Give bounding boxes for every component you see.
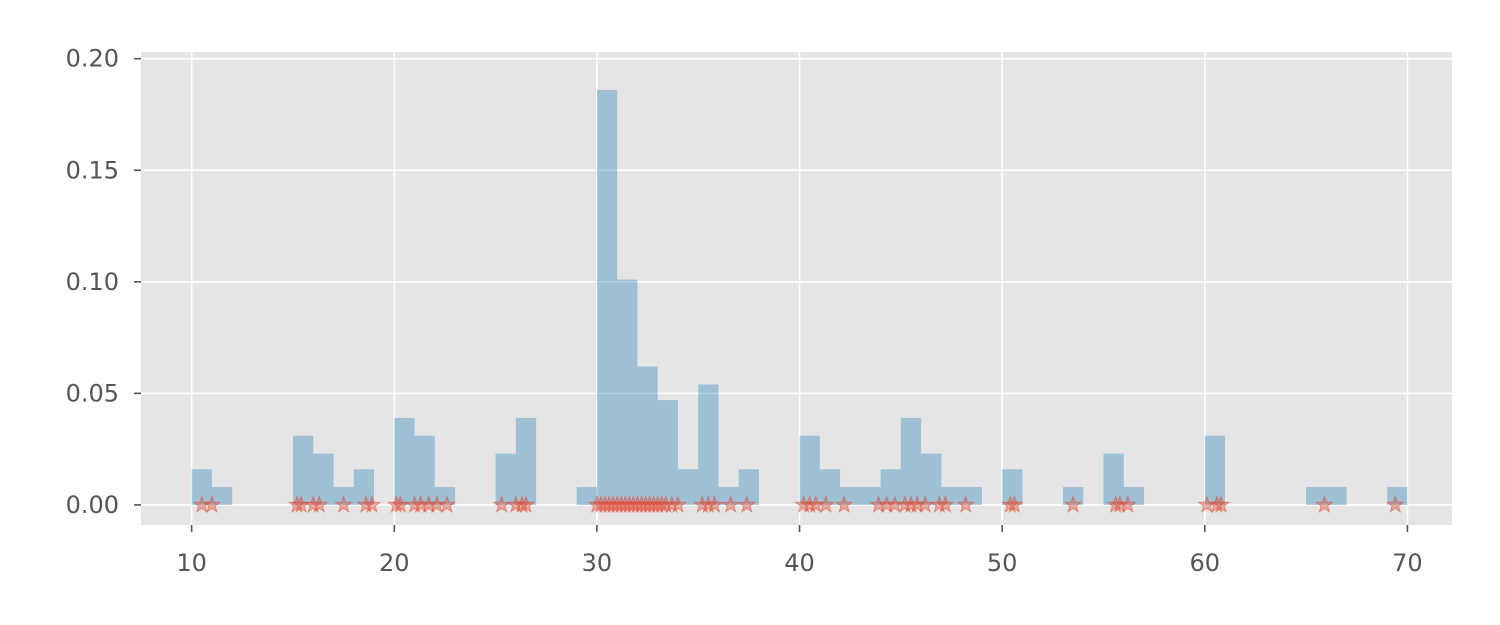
histogram-bars (191, 89, 1408, 505)
histogram-bar (617, 279, 638, 505)
y-tick-label: 0.10 (66, 268, 119, 296)
histogram-bar (718, 487, 739, 505)
rug-star-marker (721, 494, 741, 514)
x-tick-label: 70 (1392, 549, 1423, 577)
y-tick-label: 0.15 (66, 156, 119, 184)
histogram-bar (414, 435, 435, 505)
rug-star-marker (956, 494, 976, 514)
histogram-bar (880, 469, 901, 505)
histogram-bar (738, 469, 760, 505)
histogram-bar (191, 469, 212, 505)
histogram-bar (1387, 487, 1408, 505)
rug-star-marker (516, 494, 536, 514)
rug-star-marker (202, 494, 222, 514)
rug-star-marker (1211, 494, 1231, 514)
histogram-bar (596, 89, 618, 505)
histogram-bar (657, 400, 678, 505)
histogram-bar (353, 469, 375, 505)
histogram-bar (434, 487, 456, 505)
histogram-bar (495, 453, 516, 505)
histogram-bar (211, 487, 233, 505)
rug-star-marker (362, 494, 382, 514)
histogram-bar (313, 453, 334, 505)
x-tick-label: 20 (379, 549, 410, 577)
rug-star-marker (437, 494, 457, 514)
rug-star-marker (1063, 494, 1083, 514)
histogram-bar (1204, 435, 1226, 505)
histogram-bar (637, 366, 658, 505)
histogram-bar (900, 417, 922, 505)
histogram-bar (1002, 469, 1023, 505)
rug-star-marker (334, 494, 354, 514)
rug-star-marker (1385, 494, 1405, 514)
x-tick-label: 50 (987, 549, 1018, 577)
histogram-bar (394, 417, 415, 505)
histogram-bar (860, 487, 881, 505)
histogram-bar (677, 469, 699, 505)
grid-lines (141, 52, 1452, 525)
rug-star-marker (1004, 494, 1024, 514)
rug-star-marker (1118, 494, 1138, 514)
rug-star-marker (816, 494, 836, 514)
rug-star-marker (834, 494, 854, 514)
y-axis: 0.00 0.05 0.10 0.15 0.20 (66, 45, 141, 519)
histogram-bar (799, 435, 820, 505)
rug-star-markers (192, 494, 1405, 514)
rug-star-marker (737, 494, 757, 514)
x-axis: 10 20 30 40 50 60 70 (176, 525, 1423, 577)
histogram-bar (515, 417, 537, 505)
plot-area (141, 52, 1452, 525)
x-tick-label: 60 (1190, 549, 1221, 577)
y-tick-label: 0.20 (66, 45, 119, 73)
histogram-bar (698, 384, 719, 505)
x-tick-label: 40 (784, 549, 815, 577)
histogram-bar (1306, 487, 1327, 505)
histogram-bar (819, 469, 841, 505)
rug-star-marker (668, 494, 688, 514)
rug-star-marker (309, 494, 329, 514)
rug-star-marker (935, 494, 955, 514)
y-tick-label: 0.00 (66, 491, 119, 519)
x-tick-label: 30 (582, 549, 613, 577)
y-tick-label: 0.05 (66, 379, 119, 407)
rug-star-marker (704, 494, 724, 514)
histogram-bar (1326, 487, 1347, 505)
rug-star-marker (1314, 494, 1334, 514)
histogram-bar (576, 487, 597, 505)
histogram-bar (921, 453, 942, 505)
histogram-bar (1103, 453, 1124, 505)
histogram-bar (292, 435, 314, 505)
x-tick-label: 10 (176, 549, 207, 577)
